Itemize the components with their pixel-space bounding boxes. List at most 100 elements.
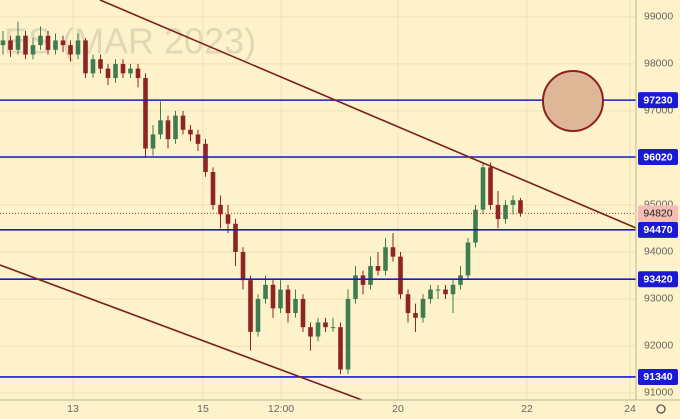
candle-body: [75, 40, 81, 55]
y-tick-label: 91000: [644, 387, 673, 399]
candle-body: [128, 68, 133, 74]
candle-body: [495, 204, 501, 220]
candle-body: [473, 209, 478, 243]
candle-body: [510, 200, 516, 205]
candle-body: [113, 63, 118, 79]
candle-body: [180, 115, 186, 130]
candle-body: [8, 40, 13, 50]
candle-body: [405, 294, 411, 314]
candle-body: [308, 327, 313, 337]
candle-body: [68, 45, 73, 55]
candle-body: [218, 204, 223, 215]
candle-body: [38, 35, 43, 46]
candle-body: [233, 223, 238, 252]
candle-body: [285, 289, 291, 314]
x-tick-label: 22: [521, 403, 533, 415]
level-label-box: [638, 368, 678, 385]
candle-body: [143, 78, 148, 149]
y-tick-label: 92000: [644, 340, 673, 352]
y-tick-label: 98000: [644, 58, 673, 70]
candle-body: [15, 35, 21, 50]
level-label: 93420: [643, 273, 672, 285]
plot: [0, 21, 636, 378]
candle-body: [300, 298, 306, 328]
candle-body: [98, 59, 103, 69]
trend-line: [0, 264, 363, 401]
candle-body: [45, 35, 51, 50]
candle-body: [435, 289, 441, 291]
candle-body: [278, 289, 283, 309]
candle-body: [420, 298, 426, 318]
candle-body: [240, 251, 246, 281]
level-label-box: [638, 271, 678, 288]
x-tick-label: 15: [197, 403, 209, 415]
x-tick-label: 24: [624, 403, 636, 415]
candle-body: [248, 280, 253, 332]
candle-body: [518, 200, 523, 214]
candle-body: [488, 167, 493, 205]
candle-body: [293, 298, 298, 314]
candle-body: [345, 298, 351, 370]
candle-body: [480, 167, 486, 210]
trend-line: [99, 0, 637, 229]
candle-body: [428, 289, 433, 299]
candle-body: [203, 143, 208, 173]
candle-body: [30, 45, 36, 55]
last-price-label: 94820: [643, 208, 672, 220]
candle-body: [255, 298, 261, 332]
candle-body: [323, 322, 328, 328]
circle-marker: [542, 70, 604, 132]
candle-body: [503, 204, 508, 220]
candle-body: [263, 284, 268, 299]
candle-body: [353, 275, 358, 299]
candle-body: [383, 247, 388, 271]
candle-body: [210, 172, 216, 205]
candle-body: [158, 120, 163, 135]
x-tick-label: 20: [392, 403, 404, 415]
candle-body: [188, 129, 193, 135]
level-label: 91340: [643, 371, 672, 383]
candle-body: [443, 289, 448, 295]
candle-body: [368, 266, 373, 285]
level-label: 97230: [643, 94, 672, 106]
candle-body: [413, 313, 418, 318]
candle-body: [270, 284, 276, 309]
candle-body: [465, 242, 471, 276]
candle-body: [375, 266, 381, 271]
candle-body: [120, 63, 126, 74]
level-label: 94470: [643, 224, 672, 236]
x-tick-label: 13: [67, 403, 79, 415]
candle-body: [83, 40, 88, 74]
candle-body: [330, 327, 336, 329]
candle-body: [458, 275, 463, 285]
candle-body: [225, 214, 231, 224]
candle-body: [360, 275, 366, 285]
candle-body: [165, 120, 171, 140]
level-label: 96020: [643, 151, 672, 163]
candle-body: [150, 134, 156, 149]
x-tick-label: 12:00: [268, 403, 294, 415]
grid: [0, 0, 636, 400]
candle-body: [195, 134, 201, 144]
y-tick-label: 93000: [644, 293, 673, 305]
candle-body: [338, 327, 343, 370]
candle-body: [60, 40, 66, 46]
price-labels: 97230 96020 94470 93420 91340 94820: [638, 92, 678, 385]
candle-body: [90, 59, 96, 74]
settings-icon[interactable]: [656, 404, 666, 414]
level-label-box: [638, 92, 678, 109]
candle-body: [23, 35, 28, 55]
candle-body: [315, 322, 321, 337]
candle-body: [105, 68, 111, 79]
candle-body: [390, 247, 396, 257]
last-price-box: [638, 205, 678, 222]
y-tick-label: 94000: [644, 246, 673, 258]
candle-body: [173, 115, 178, 140]
level-label-box: [638, 148, 678, 165]
candle-body: [450, 284, 456, 295]
level-label-box: [638, 221, 678, 238]
candle-body: [398, 256, 403, 295]
candle-body: [135, 68, 141, 79]
candle-body: [0, 40, 6, 46]
